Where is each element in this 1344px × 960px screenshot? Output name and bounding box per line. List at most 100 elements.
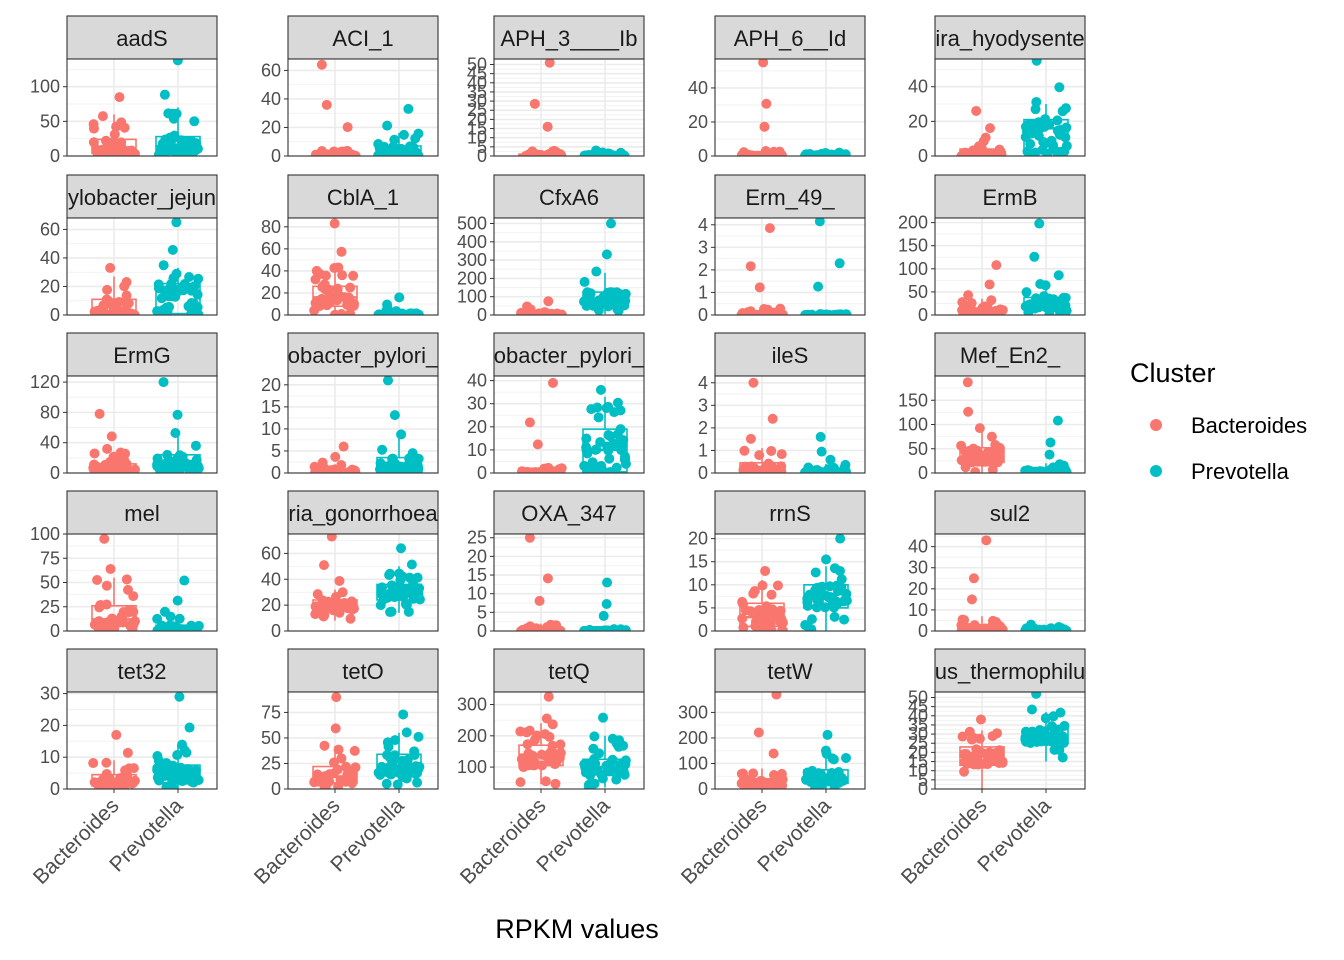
data-point	[768, 748, 779, 759]
y-tick-label: 30	[908, 558, 928, 578]
data-point	[750, 616, 761, 627]
y-tick-label: 50	[40, 573, 60, 593]
data-point	[386, 580, 397, 591]
data-point	[167, 244, 178, 255]
data-point	[595, 437, 606, 448]
data-point	[101, 580, 112, 591]
facet-strip	[287, 490, 439, 535]
data-point	[809, 150, 820, 156]
facet-strip-label: APH_6__Id	[734, 26, 847, 51]
facet-strip	[493, 332, 645, 377]
y-tick-label: 0	[271, 305, 281, 325]
data-point	[737, 596, 748, 607]
data-point	[332, 283, 343, 294]
y-tick-label: 40	[908, 77, 928, 97]
data-point	[963, 290, 974, 301]
facet-strip	[714, 648, 866, 693]
data-point	[399, 768, 410, 779]
y-tick-label: 5	[477, 602, 487, 622]
data-point	[326, 534, 337, 542]
data-point	[158, 625, 169, 631]
data-point	[582, 287, 593, 298]
data-point	[406, 559, 417, 570]
y-tick-label: 0	[698, 463, 708, 483]
data-point	[992, 728, 1003, 739]
facet-strip	[66, 332, 218, 377]
data-point	[525, 304, 536, 315]
y-tick-label: 200	[898, 213, 928, 233]
data-point	[346, 596, 357, 607]
facet-strip	[287, 332, 439, 377]
data-point	[110, 147, 121, 156]
facet-strip-label: tet32	[118, 659, 167, 684]
data-point	[336, 246, 347, 257]
data-point	[987, 615, 998, 626]
data-point	[384, 569, 395, 580]
data-point	[550, 778, 561, 789]
data-point	[318, 772, 329, 783]
y-tick-label: 10	[467, 128, 487, 148]
data-point	[321, 99, 332, 110]
data-point	[125, 604, 136, 615]
facet-strip-label: ileS	[772, 343, 809, 368]
data-point	[119, 309, 130, 315]
facet-strip	[493, 648, 645, 693]
legend-key-bacteroides	[1150, 419, 1162, 431]
data-point	[122, 747, 133, 758]
data-point	[745, 433, 756, 444]
facet-strip	[66, 648, 218, 693]
facet-panel: APH_6__Id 0 20 40	[688, 15, 866, 166]
data-point	[802, 309, 813, 315]
data-point	[101, 599, 112, 610]
data-point	[970, 454, 981, 465]
data-point	[747, 778, 758, 789]
panel-data	[737, 534, 852, 631]
facet-strip-label: ErmB	[983, 185, 1038, 210]
data-point	[589, 731, 600, 742]
data-point	[98, 300, 109, 311]
data-point	[777, 617, 788, 628]
data-point	[152, 762, 163, 773]
y-tick-label: 120	[30, 372, 60, 392]
panel-data	[309, 376, 424, 473]
y-tick-label: 150	[898, 236, 928, 256]
y-tick-label: 5	[698, 598, 708, 618]
y-tick-label: 25	[261, 753, 281, 773]
data-point	[377, 582, 388, 593]
data-point	[806, 467, 817, 473]
y-tick-label: 20	[688, 529, 708, 549]
data-point	[768, 770, 779, 781]
y-tick-label: 0	[918, 621, 928, 641]
y-tick-label: 0	[918, 146, 928, 166]
y-tick-label: 500	[457, 213, 487, 233]
data-point	[828, 754, 839, 765]
panel-background	[935, 534, 1085, 631]
y-tick-label: 100	[898, 415, 928, 435]
data-point	[403, 309, 414, 315]
y-tick-label: 60	[261, 60, 281, 80]
panel-data	[310, 534, 425, 624]
data-point	[382, 737, 393, 748]
legend-title: Cluster	[1130, 358, 1216, 388]
data-point	[839, 614, 850, 625]
data-point	[385, 752, 396, 763]
data-point	[542, 573, 553, 584]
data-point	[1045, 437, 1056, 448]
data-point	[583, 779, 594, 789]
data-point	[380, 150, 391, 156]
data-point	[1031, 295, 1042, 306]
panel-data	[736, 692, 852, 789]
y-tick-label: 40	[688, 78, 708, 98]
x-tick-label: Bacteroides	[29, 794, 124, 889]
data-point	[547, 753, 558, 764]
data-point	[834, 258, 845, 269]
data-point	[603, 763, 614, 774]
facet-strip	[934, 490, 1086, 535]
data-point	[1040, 713, 1051, 724]
panel-data	[88, 692, 204, 789]
data-point	[966, 734, 977, 745]
data-point	[172, 595, 183, 606]
data-point	[90, 465, 101, 473]
